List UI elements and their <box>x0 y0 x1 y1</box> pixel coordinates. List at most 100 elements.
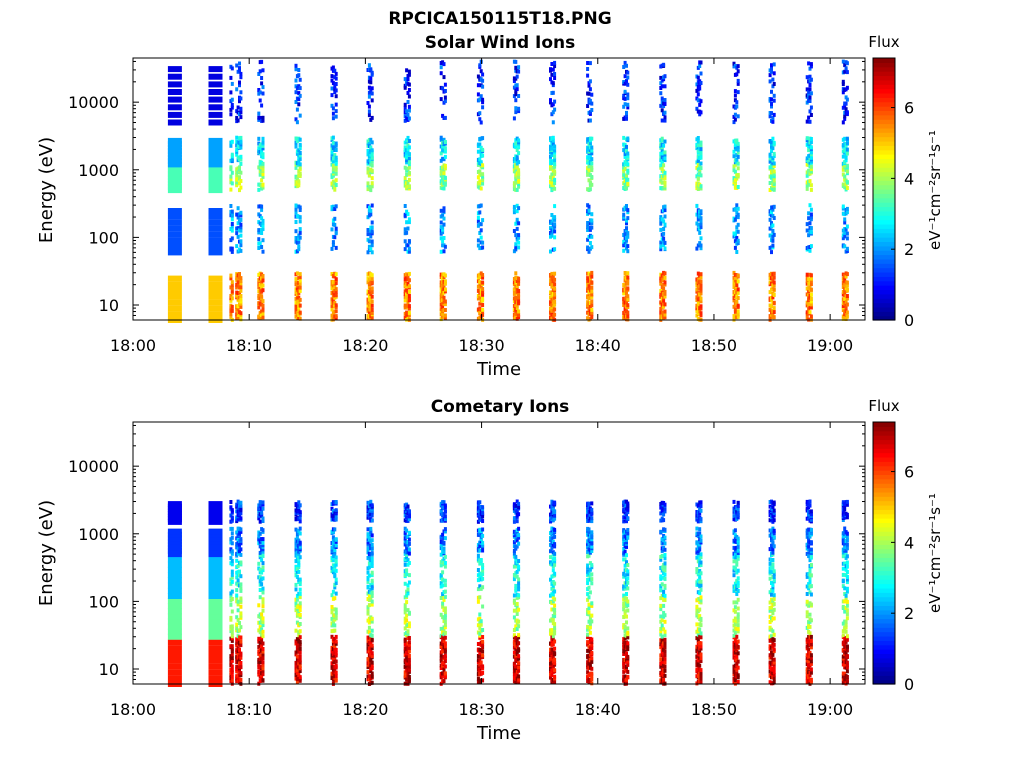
flux-pixel <box>443 296 446 300</box>
flux-pixel <box>408 109 411 113</box>
colorbar-segment <box>873 132 895 137</box>
flux-pixel <box>444 671 447 675</box>
spectrogram-plot <box>168 500 849 688</box>
flux-pixel <box>553 597 556 601</box>
flux-pixel <box>810 91 813 95</box>
flux-pixel <box>810 78 813 82</box>
flux-pixel <box>517 65 520 69</box>
flux-pixel <box>553 100 556 104</box>
flux-pixel <box>405 618 408 622</box>
flux-pixel <box>299 138 302 142</box>
flux-pixel <box>661 108 664 112</box>
flux-pixel <box>371 651 374 655</box>
colorbar-segment <box>873 75 895 80</box>
flux-pixel <box>553 287 556 291</box>
flux-pixel <box>773 82 776 86</box>
flux-pixel <box>846 236 849 240</box>
flux-pixel <box>481 653 484 657</box>
flux-pixel <box>553 300 556 304</box>
flux-pixel <box>843 137 846 141</box>
flux-pixel <box>299 640 302 644</box>
flux-pixel <box>845 102 848 106</box>
x-tick-label: 18:20 <box>342 336 388 355</box>
flux-pixel <box>235 623 238 627</box>
flux-pixel <box>809 109 812 113</box>
flux-pixel <box>626 83 629 87</box>
flux-pixel <box>553 187 556 191</box>
colorbar-segment <box>873 198 895 203</box>
flux-pixel <box>806 136 809 140</box>
flux-pixel <box>299 86 302 90</box>
flux-pixel <box>239 586 242 590</box>
flux-pixel <box>622 136 625 140</box>
flux-pixel <box>590 226 593 230</box>
flux-pixel <box>408 658 411 662</box>
flux-pixel <box>588 527 591 531</box>
flux-pixel <box>239 597 242 601</box>
flux-pixel <box>625 651 628 655</box>
flux-pixel <box>846 303 849 307</box>
flux-pixel <box>589 241 592 245</box>
flux-pixel <box>404 607 407 611</box>
flux-pixel <box>332 136 335 140</box>
flux-pixel <box>590 303 593 307</box>
flux-pixel <box>842 155 845 159</box>
flux-pixel <box>408 581 411 585</box>
flux-pixel <box>297 570 300 574</box>
flux-pixel <box>589 79 592 83</box>
flux-pixel <box>517 168 520 172</box>
flux-pixel <box>299 311 302 315</box>
flux-pixel <box>846 164 849 168</box>
flux-pixel <box>408 178 411 182</box>
flux-pixel <box>237 206 240 210</box>
flux-pixel <box>260 294 263 298</box>
flux-pixel <box>405 529 408 533</box>
flux-pixel <box>332 164 335 168</box>
flux-pixel <box>239 611 242 615</box>
flux-pixel <box>659 91 662 95</box>
flux-pixel <box>444 300 447 304</box>
flux-pixel <box>553 647 556 651</box>
flux-pixel <box>773 94 776 98</box>
y-tick-label: 100 <box>88 228 119 247</box>
colorbar-segment <box>873 285 895 290</box>
flux-pixel <box>239 243 242 247</box>
flux-pixel <box>477 175 480 179</box>
flux-pixel <box>697 143 700 147</box>
flux-pixel <box>297 68 300 72</box>
flux-pixel <box>262 92 265 96</box>
flux-pixel <box>589 187 592 191</box>
flux-pixel <box>810 183 813 187</box>
flux-pixel <box>239 115 242 119</box>
flux-pixel <box>659 588 662 592</box>
flux-pixel <box>239 155 242 159</box>
flux-pixel <box>626 96 629 100</box>
flux-pixel <box>809 96 812 100</box>
flux-pixel <box>209 226 223 232</box>
colorbar-segment <box>873 180 895 185</box>
flux-pixel <box>262 250 265 254</box>
colorbar-segment <box>873 110 895 115</box>
flux-pixel <box>371 591 374 595</box>
flux-pixel <box>478 63 481 67</box>
flux-pixel <box>590 572 593 576</box>
flux-pixel <box>770 97 773 101</box>
flux-pixel <box>664 241 667 245</box>
flux-pixel <box>371 564 374 568</box>
flux-pixel <box>297 102 300 106</box>
flux-pixel <box>262 140 265 144</box>
flux-pixel <box>239 574 242 578</box>
flux-pixel <box>257 112 260 116</box>
flux-pixel <box>664 156 667 160</box>
flux-pixel <box>662 232 665 236</box>
flux-pixel <box>262 541 265 545</box>
flux-pixel <box>481 671 484 675</box>
flux-pixel <box>209 97 223 103</box>
flux-pixel <box>697 76 700 80</box>
flux-pixel <box>770 111 773 115</box>
flux-pixel <box>335 640 338 644</box>
flux-pixel <box>332 141 335 145</box>
flux-pixel <box>404 582 407 586</box>
flux-pixel <box>209 305 223 311</box>
flux-pixel <box>332 167 335 171</box>
